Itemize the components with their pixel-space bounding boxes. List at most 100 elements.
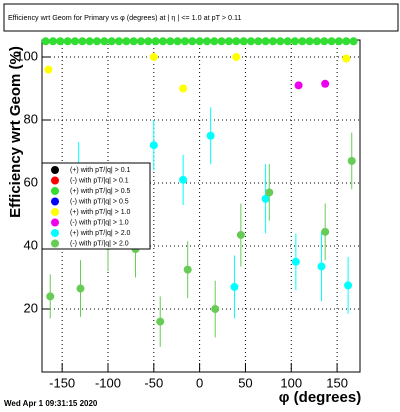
legend-marker (51, 176, 59, 185)
data-point (261, 37, 270, 46)
title-box (3, 3, 399, 32)
data-point (290, 37, 299, 46)
data-point (217, 37, 226, 46)
legend-marker (51, 166, 59, 174)
legend-label: (-) with pT/|q| > 0.5 (70, 198, 129, 205)
data-point (85, 37, 94, 46)
data-point (254, 37, 263, 46)
data-point (276, 37, 285, 46)
x-tick-label: 50 (238, 375, 252, 390)
y-tick-label: 40 (24, 237, 38, 252)
data-point (158, 37, 167, 46)
data-point (327, 37, 336, 46)
data-point (63, 37, 72, 46)
data-point (76, 284, 85, 293)
data-point (107, 37, 116, 46)
data-point (144, 37, 153, 46)
data-point (202, 37, 211, 46)
data-point (44, 65, 53, 74)
data-point (232, 53, 241, 62)
x-tick-label: -150 (49, 375, 75, 390)
data-point (156, 317, 165, 326)
data-point (56, 37, 65, 46)
data-point (312, 37, 321, 46)
data-point (78, 37, 87, 46)
legend-marker (51, 197, 59, 206)
data-point (151, 37, 160, 46)
data-point (294, 81, 303, 90)
legend-marker (51, 218, 59, 227)
data-point (70, 37, 79, 46)
data-point (342, 37, 351, 46)
legend-marker (51, 187, 59, 195)
legend-label: (+) with pT/|q| > 0.5 (70, 188, 131, 195)
data-point (317, 262, 326, 271)
data-point (195, 37, 204, 46)
data-point (179, 84, 188, 93)
legend-label: (-) with pT/|q| > 2.0 (70, 240, 129, 247)
y-tick-label: 60 (24, 174, 38, 189)
legend-marker (51, 239, 59, 248)
x-tick-label: 0 (196, 375, 203, 390)
chart-title: Efficiency wrt Geom for Primary vs φ (de… (8, 13, 242, 22)
legend-marker (51, 229, 59, 237)
data-point (321, 79, 330, 88)
x-tick-label: 100 (280, 375, 302, 390)
legend: (+) with pT/|q| > 0.1 (-) with pT/|q| > 0… (41, 162, 151, 250)
y-axis-title: Efficiency wrt Geom (%) (7, 46, 24, 218)
data-point (342, 54, 351, 63)
data-point (166, 37, 175, 46)
data-point (211, 305, 220, 314)
data-point (283, 37, 292, 46)
y-tick-label: 20 (24, 300, 38, 315)
legend-label: (+) with pT/|q| > 2.0 (70, 230, 131, 237)
footer: Wed Apr 1 09:31:15 2020 (4, 399, 98, 408)
data-point (230, 282, 239, 291)
legend-marker (51, 208, 59, 216)
x-axis-title: φ (degrees) (279, 389, 361, 406)
data-point (291, 257, 300, 266)
data-point (129, 37, 138, 46)
y-tick-label: 100 (16, 48, 38, 63)
data-point (41, 37, 50, 46)
data-point (236, 230, 245, 239)
data-point (183, 265, 192, 274)
x-tick-label: -100 (95, 375, 121, 390)
x-tick-label: 150 (326, 375, 348, 390)
data-point (298, 37, 307, 46)
legend-label: (+) with pT/|q| > 0.1 (70, 167, 131, 174)
data-point (122, 37, 131, 46)
data-point (305, 37, 314, 46)
data-point (268, 37, 277, 46)
data-point (136, 37, 145, 46)
data-point (210, 37, 219, 46)
data-point (149, 53, 158, 62)
data-point (206, 131, 215, 140)
data-point (224, 37, 233, 46)
data-point (46, 292, 55, 301)
legend-label: (-) with pT/|q| > 0.1 (70, 177, 129, 184)
data-point (179, 175, 188, 184)
data-point (239, 37, 248, 46)
legend-label: (+) with pT/|q| > 1.0 (70, 209, 131, 216)
y-tick-label: 80 (24, 111, 38, 126)
data-point (321, 227, 330, 236)
data-point (320, 37, 329, 46)
data-point (349, 37, 358, 46)
data-point (344, 281, 353, 290)
x-tick-label: -50 (144, 375, 163, 390)
data-point (265, 188, 274, 197)
data-point (347, 156, 356, 165)
data-point (188, 37, 197, 46)
data-point (48, 37, 57, 46)
data-point (334, 37, 343, 46)
data-point (114, 37, 123, 46)
data-point (149, 141, 158, 150)
data-point (261, 194, 270, 203)
data-point (173, 37, 182, 46)
legend-label: (-) with pT/|q| > 1.0 (70, 219, 129, 226)
data-point (92, 37, 101, 46)
legend-box (41, 162, 151, 250)
data-point (232, 37, 241, 46)
